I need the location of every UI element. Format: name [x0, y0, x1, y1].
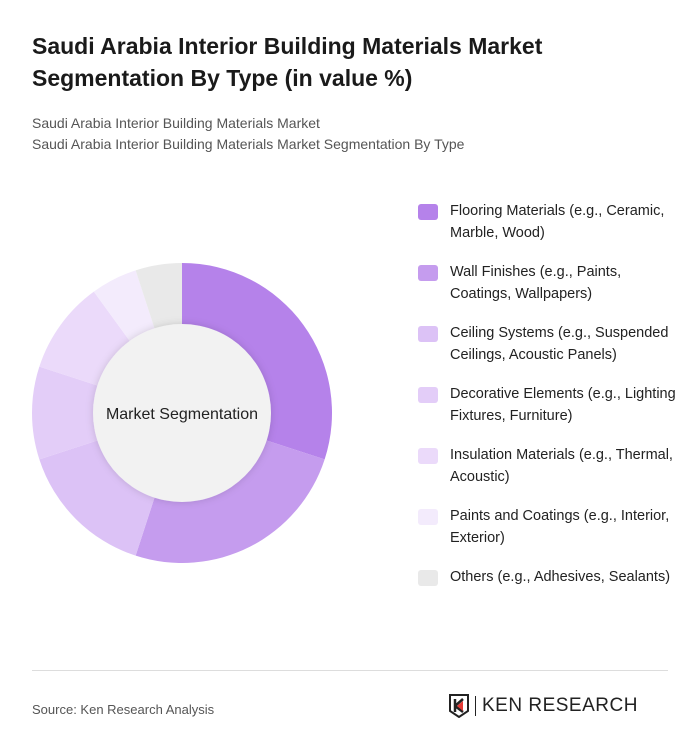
subtitle-segmentation: Saudi Arabia Interior Building Materials…: [32, 136, 465, 152]
source-note: Source: Ken Research Analysis: [32, 702, 215, 717]
legend-item: Flooring Materials (e.g., Ceramic, Marbl…: [418, 200, 678, 244]
ken-research-logo: KEN RESEARCH: [448, 694, 638, 718]
donut-slice: [135, 431, 325, 563]
legend-item: Wall Finishes (e.g., Paints, Coatings, W…: [418, 261, 678, 305]
legend-swatch: [418, 570, 438, 586]
donut-slice: [182, 263, 332, 460]
legend-label: Ceiling Systems (e.g., Suspended Ceiling…: [450, 325, 669, 363]
legend-item: Decorative Elements (e.g., Lighting Fixt…: [418, 383, 678, 427]
logo-divider: [475, 696, 476, 716]
legend-label: Flooring Materials (e.g., Ceramic, Marbl…: [450, 203, 665, 241]
legend-label: Insulation Materials (e.g., Thermal, Aco…: [450, 447, 673, 485]
legend-swatch: [418, 387, 438, 403]
ken-research-logo-icon: [449, 694, 469, 718]
divider: [32, 670, 668, 671]
legend-label: Others (e.g., Adhesives, Sealants): [450, 569, 671, 585]
donut-chart: Market Segmentation: [32, 263, 332, 563]
legend-item: Ceiling Systems (e.g., Suspended Ceiling…: [418, 322, 678, 366]
legend-label: Paints and Coatings (e.g., Interior, Ext…: [450, 508, 670, 546]
legend-swatch: [418, 265, 438, 281]
legend-item: Paints and Coatings (e.g., Interior, Ext…: [418, 505, 678, 549]
legend-label: Wall Finishes (e.g., Paints, Coatings, W…: [450, 264, 622, 302]
chart-title: Saudi Arabia Interior Building Materials…: [32, 33, 543, 91]
legend-swatch: [418, 448, 438, 464]
legend-swatch: [418, 204, 438, 220]
legend-item: Others (e.g., Adhesives, Sealants): [418, 566, 678, 588]
center-label: Market Segmentation: [106, 406, 258, 423]
legend-swatch: [418, 509, 438, 525]
legend-item: Insulation Materials (e.g., Thermal, Aco…: [418, 444, 678, 488]
legend-swatch: [418, 326, 438, 342]
donut-center: [93, 324, 271, 502]
legend-label: Decorative Elements (e.g., Lighting Fixt…: [450, 386, 676, 424]
legend: Flooring Materials (e.g., Ceramic, Marbl…: [418, 200, 678, 605]
logo-text: KEN RESEARCH: [482, 695, 638, 716]
subtitle-market: Saudi Arabia Interior Building Materials…: [32, 115, 320, 131]
